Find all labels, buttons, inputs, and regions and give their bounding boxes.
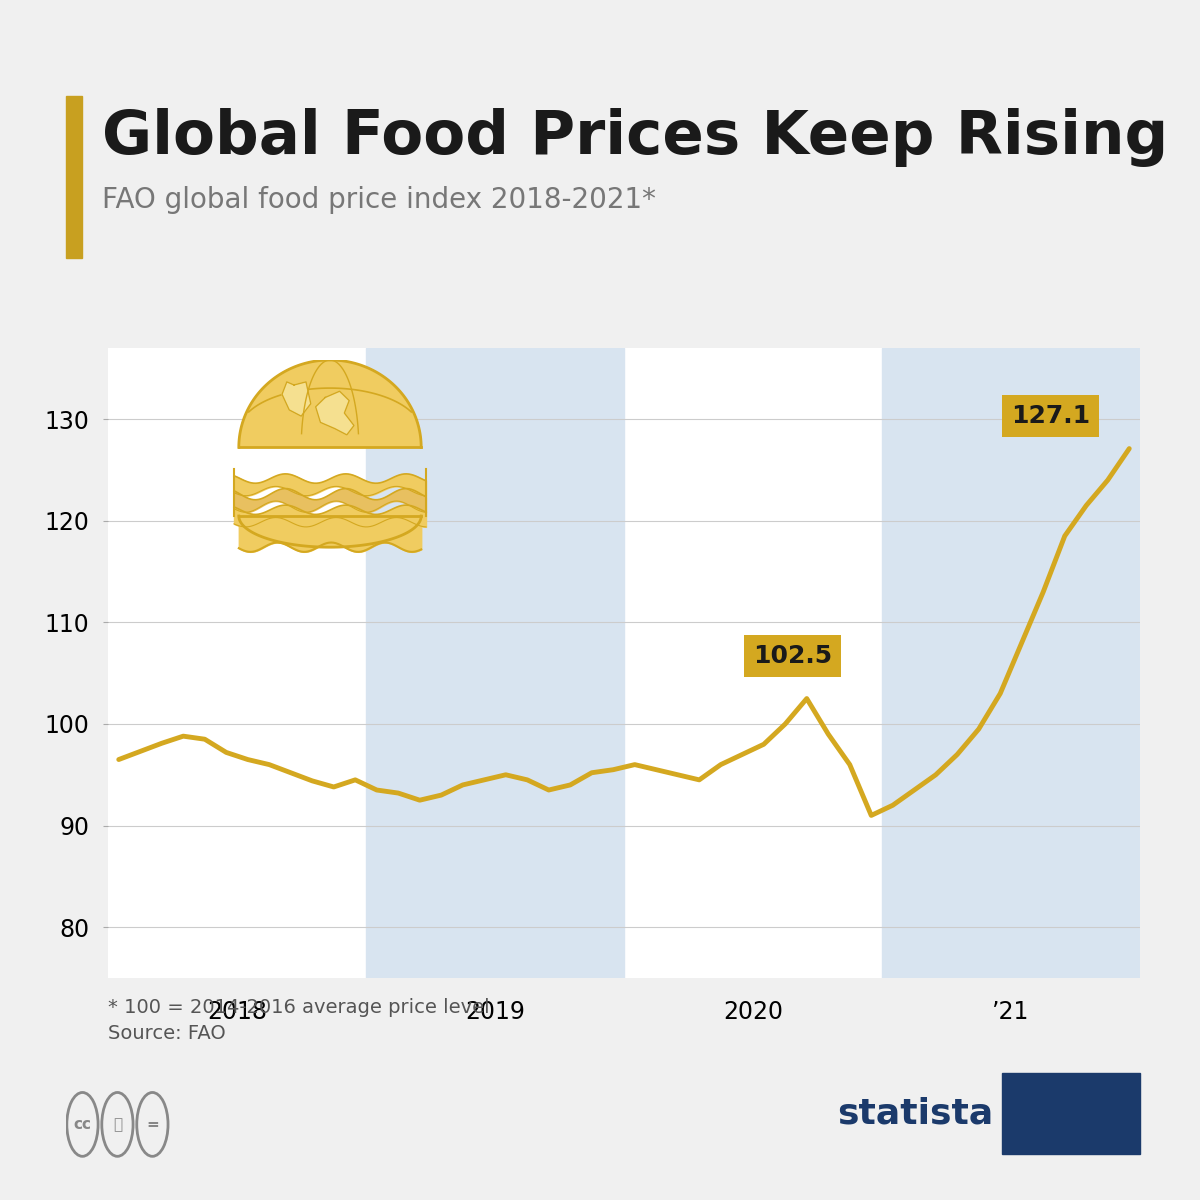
Text: Global Food Prices Keep Rising: Global Food Prices Keep Rising (102, 108, 1169, 167)
Text: statista: statista (838, 1097, 994, 1130)
Text: =: = (146, 1117, 158, 1132)
Text: Source: FAO: Source: FAO (108, 1024, 226, 1043)
Polygon shape (239, 516, 421, 547)
Text: 102.5: 102.5 (754, 644, 832, 668)
Bar (882, 348, 1140, 978)
Polygon shape (316, 391, 354, 434)
Polygon shape (282, 382, 311, 416)
Text: * 100 = 2014-2016 average price level: * 100 = 2014-2016 average price level (108, 998, 490, 1018)
Text: ⓘ: ⓘ (113, 1117, 122, 1132)
Text: 127.1: 127.1 (1010, 404, 1090, 428)
Text: FAO global food price index 2018-2021*: FAO global food price index 2018-2021* (102, 186, 656, 214)
Bar (366, 348, 624, 978)
Text: cc: cc (73, 1117, 91, 1132)
Polygon shape (239, 360, 421, 448)
